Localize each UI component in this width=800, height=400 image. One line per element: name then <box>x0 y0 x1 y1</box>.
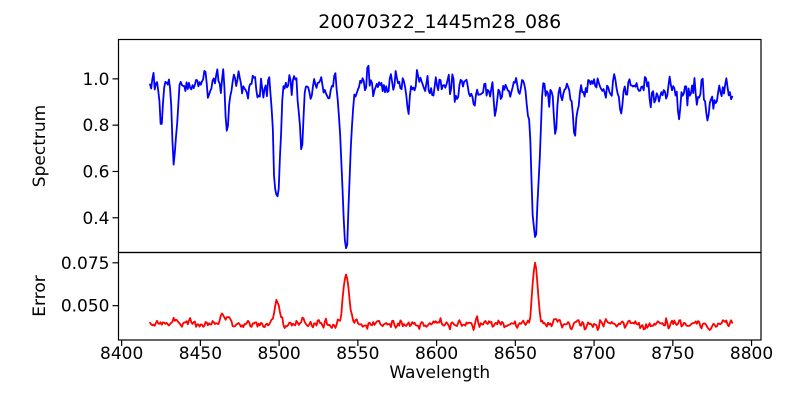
error-line <box>149 261 734 331</box>
spectrum-y-tick-label: 1.0 <box>82 70 109 90</box>
x-tick-label: 8750 <box>651 344 694 364</box>
error-y-tick-label: 0.075 <box>61 254 110 274</box>
spectrum-axes-frame <box>117 38 762 254</box>
spectrum-y-tick-label: 0.8 <box>82 116 109 136</box>
x-tick-label: 8650 <box>494 344 537 364</box>
x-tick-label: 8450 <box>179 344 222 364</box>
spectrum-y-tick-label: 0.4 <box>82 209 109 229</box>
chart-title: 20070322_1445m28_086 <box>318 11 561 33</box>
spectrum-line <box>149 64 734 250</box>
x-axis-label: Wavelength <box>389 363 490 383</box>
error-y-axis-label: Error <box>30 275 50 316</box>
x-tick-label: 8400 <box>100 344 143 364</box>
spectrum-y-tick-label: 0.6 <box>82 162 109 182</box>
error-axes-frame <box>117 251 762 341</box>
x-tick-label: 8500 <box>257 344 300 364</box>
x-tick-label: 8600 <box>415 344 458 364</box>
x-tick-label: 8800 <box>730 344 773 364</box>
x-tick-label: 8550 <box>336 344 379 364</box>
axis-ticks: 8400 8450 8500 8550 8600 8650 8700 8750 8800 0.4 0… <box>61 70 773 364</box>
error-y-tick-label: 0.050 <box>61 297 110 317</box>
spectrum-y-axis-label: Spectrum <box>30 105 50 187</box>
x-tick-label: 8700 <box>572 344 615 364</box>
